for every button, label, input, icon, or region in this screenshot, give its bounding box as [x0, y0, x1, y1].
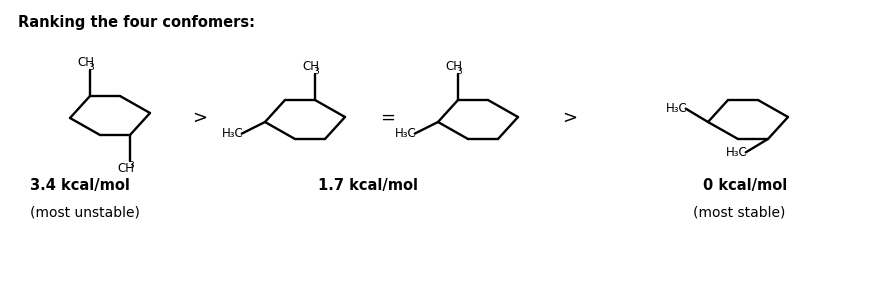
- Text: (most unstable): (most unstable): [30, 205, 140, 219]
- Text: =: =: [380, 109, 395, 127]
- Text: CH: CH: [77, 56, 94, 69]
- Text: H₃C: H₃C: [726, 146, 748, 159]
- Text: 3: 3: [88, 63, 94, 72]
- Text: CH: CH: [302, 60, 319, 73]
- Text: >: >: [562, 109, 577, 127]
- Text: 3: 3: [456, 67, 461, 76]
- Text: CH: CH: [117, 162, 134, 175]
- Text: Ranking the four confomers:: Ranking the four confomers:: [18, 15, 255, 30]
- Text: >: >: [193, 109, 208, 127]
- Text: H₃C: H₃C: [395, 127, 416, 140]
- Text: CH: CH: [445, 60, 462, 73]
- Text: 0 kcal/mol: 0 kcal/mol: [703, 178, 787, 193]
- Text: H₃C: H₃C: [222, 127, 244, 140]
- Text: 3: 3: [128, 161, 133, 170]
- Text: H₃C: H₃C: [666, 102, 688, 115]
- Text: (most stable): (most stable): [693, 205, 785, 219]
- Text: 3.4 kcal/mol: 3.4 kcal/mol: [30, 178, 130, 193]
- Text: 3: 3: [313, 67, 319, 76]
- Text: 1.7 kcal/mol: 1.7 kcal/mol: [318, 178, 418, 193]
